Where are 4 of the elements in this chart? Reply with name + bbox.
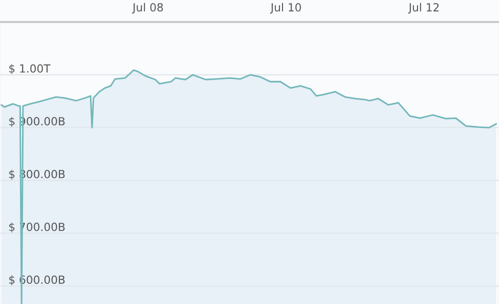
y-tick-label: $ 1.00T — [9, 64, 50, 74]
x-tick-label: Jul 08 — [132, 2, 163, 14]
x-tick-label: Jul 10 — [270, 2, 301, 14]
x-tick-label: Jul 12 — [408, 2, 439, 14]
